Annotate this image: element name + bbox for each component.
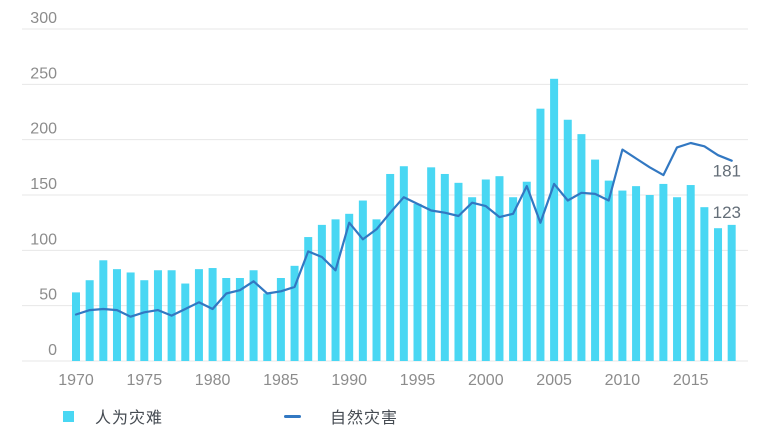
bar-1981 (222, 278, 231, 361)
bar-1971 (85, 280, 94, 361)
bar-2017 (714, 228, 723, 361)
bar-1986 (290, 265, 299, 361)
bar-2001 (495, 176, 504, 361)
x-axis-tick-label-1985: 1985 (263, 372, 299, 389)
x-axis-tick-label-2005: 2005 (536, 372, 572, 389)
bar-1970 (72, 292, 80, 361)
bar-1984 (263, 293, 272, 361)
x-axis-tick-label-2010: 2010 (605, 372, 641, 389)
bar-1987 (304, 237, 313, 361)
legend-label-man-made: 人为灾难 (95, 410, 164, 427)
bar-1988 (317, 224, 326, 361)
natural-disasters-line (74, 141, 733, 318)
bar-1992 (372, 219, 381, 361)
bar-2011 (632, 186, 641, 361)
bar-2015 (686, 185, 695, 361)
man-made-swatch-icon (63, 410, 74, 422)
bar-1983 (249, 270, 258, 361)
bar-2007 (577, 134, 586, 361)
x-axis-tick-label-1995: 1995 (400, 372, 436, 389)
x-axis-tick-label-1980: 1980 (195, 372, 231, 389)
bar-2005 (550, 78, 559, 362)
value-label-181: 181 (713, 162, 741, 181)
y-axis-tick-label-300: 300 (30, 10, 57, 27)
bar-1989 (331, 219, 340, 361)
bar-2009 (604, 180, 613, 361)
chart-plot-area: 0 50 100 150 200 250 300 1970 1975 1980 1985 1990 19… (22, 10, 748, 389)
bar-2006 (563, 119, 572, 361)
legend-item-man-made: 人为灾难 (63, 404, 163, 428)
bar-2002 (509, 197, 518, 361)
bar-2000 (481, 179, 490, 361)
value-label-123: 123 (713, 203, 741, 222)
bar-2012 (645, 195, 654, 361)
x-axis-tick-label-2015: 2015 (673, 372, 709, 389)
bar-1998 (454, 182, 463, 361)
bar-2004 (536, 108, 545, 362)
bar-1979 (194, 269, 203, 361)
bar-1991 (358, 200, 367, 361)
natural-swatch-icon (284, 414, 301, 418)
chart-legend: 人为灾难 自然灾害 (0, 404, 757, 430)
bar-1997 (440, 173, 449, 361)
bar-2010 (618, 190, 627, 361)
bar-1980 (208, 268, 217, 361)
bar-1982 (235, 278, 244, 361)
bar-1975 (140, 280, 149, 361)
bar-2003 (522, 181, 531, 361)
bar-1995 (413, 203, 422, 361)
bar-2008 (591, 159, 600, 361)
y-axis-tick-label-250: 250 (30, 65, 57, 82)
bar-1973 (112, 269, 121, 361)
bar-1999 (468, 197, 477, 361)
bar-1976 (153, 270, 162, 361)
bar-1985 (276, 278, 285, 361)
y-axis-tick-label-50: 50 (39, 287, 57, 304)
bar-1996 (427, 167, 436, 361)
x-axis-tick-label-2000: 2000 (468, 372, 504, 389)
x-axis-tick-label-1975: 1975 (127, 372, 163, 389)
bar-1990 (345, 213, 354, 361)
bar-2013 (659, 183, 668, 361)
bar-2014 (673, 197, 682, 361)
legend-item-natural: 自然灾害 (284, 404, 398, 428)
bar-1972 (99, 260, 108, 361)
y-axis-tick-label-200: 200 (30, 121, 57, 138)
x-axis-tick-label-1970: 1970 (58, 372, 94, 389)
bar-1978 (181, 283, 190, 361)
bar-2018 (727, 224, 736, 361)
bar-1994 (399, 166, 408, 361)
y-axis-tick-label-100: 100 (30, 231, 57, 248)
bar-1993 (386, 173, 395, 361)
x-axis-tick-label-1990: 1990 (331, 372, 367, 389)
legend-label-natural: 自然灾害 (330, 410, 399, 427)
y-axis-tick-label-150: 150 (30, 176, 57, 193)
bar-2016 (700, 207, 709, 361)
y-axis-tick-label-0: 0 (48, 342, 57, 359)
